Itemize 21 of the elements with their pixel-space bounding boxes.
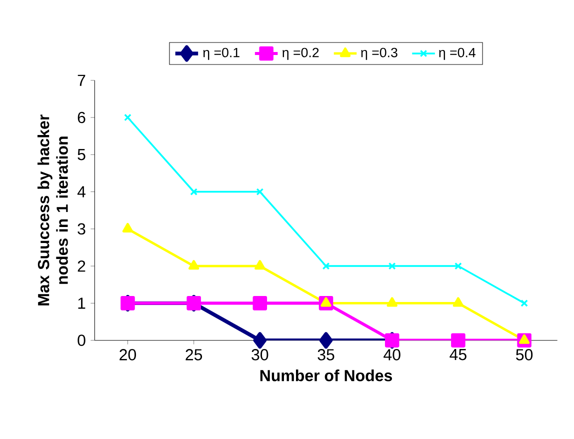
x-tick-label: 35 [318,349,334,360]
legend-label: η =0.1 [203,48,240,60]
y-tick-label: 4 [77,186,86,198]
legend-label: η =0.3 [361,48,398,60]
y-axis-title: Max Suuccess by hacker nodes in 1 iteration [37,114,68,306]
legend-label: η =0.2 [282,48,319,60]
y-tick-label: 7 [78,74,86,86]
legend-label: η =0.4 [439,48,476,60]
y-tick-label: 6 [78,112,86,124]
x-axis-title: Number of Nodes [260,370,392,382]
x-tick-label: 25 [186,349,202,360]
x-tick-label: 45 [450,349,466,360]
y-tick-label: 2 [78,260,86,272]
y-tick-label: 3 [78,223,86,235]
x-tick-label: 30 [252,349,268,360]
x-tick-label: 40 [384,349,400,360]
x-tick-label: 20 [120,349,136,360]
x-tick-label: 50 [516,349,533,360]
y-tick-label: 1 [78,298,86,309]
y-tick-label: 0 [78,334,86,346]
y-tick-label: 5 [78,149,86,160]
